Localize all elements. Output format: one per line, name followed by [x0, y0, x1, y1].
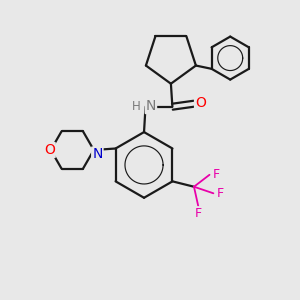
Text: N: N: [92, 148, 103, 161]
Text: F: F: [212, 168, 220, 181]
Text: F: F: [195, 207, 202, 220]
Text: O: O: [195, 96, 206, 110]
Text: N: N: [146, 99, 156, 113]
Text: H: H: [132, 100, 140, 112]
Text: F: F: [216, 187, 224, 200]
Text: O: O: [44, 143, 55, 157]
